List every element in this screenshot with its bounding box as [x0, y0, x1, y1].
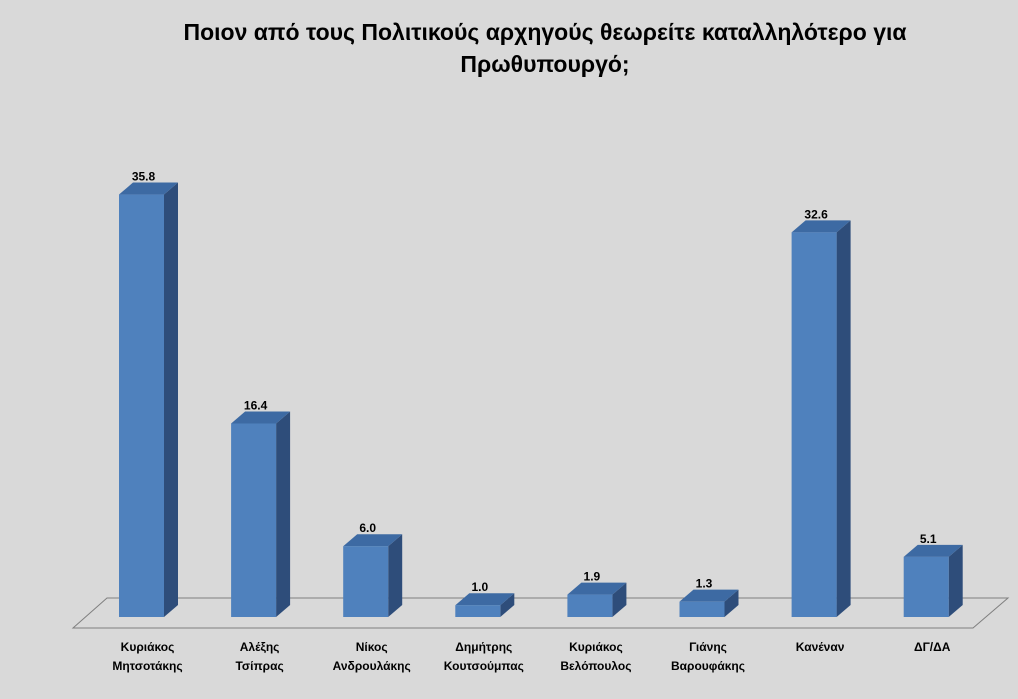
category-label-1-line-2: Μητσοτάκης — [112, 659, 182, 673]
bar-top-5 — [567, 582, 627, 595]
bar-top-1 — [119, 182, 178, 195]
bar-1 — [119, 194, 164, 617]
data-label-7: 32.6 — [804, 207, 828, 221]
bar-side-2 — [276, 411, 291, 617]
bar-2 — [231, 423, 277, 617]
data-label-2: 16.4 — [244, 398, 268, 412]
bar-top-3 — [343, 534, 403, 547]
bar-side-5 — [612, 582, 627, 617]
category-label-2-line-1: Αλέξης — [240, 640, 280, 654]
data-label-5: 1.9 — [584, 570, 601, 584]
chart-floor — [71, 597, 1010, 629]
bar-side-3 — [388, 534, 403, 617]
bar-top-8 — [903, 544, 963, 557]
bar-side-8 — [948, 544, 963, 617]
category-label-5-line-1: Κυριάκος — [569, 640, 623, 654]
bar-top-7 — [791, 220, 851, 233]
bar-4 — [455, 605, 501, 617]
category-label-6-line-1: Γιάνης — [689, 640, 727, 654]
bar-6 — [679, 601, 725, 617]
category-label-1-line-1: Κυριάκος — [121, 640, 175, 654]
bar-3 — [343, 546, 389, 617]
bar-5 — [567, 594, 613, 617]
bar-top-2 — [231, 411, 291, 424]
bar-side-7 — [836, 220, 851, 617]
category-label-3-line-1: Νίκος — [356, 640, 388, 654]
data-label-4: 1.0 — [471, 580, 488, 594]
category-label-3-line-2: Ανδρουλάκης — [333, 659, 411, 673]
category-label-6-line-2: Βαρουφάκης — [671, 659, 745, 673]
bar-top-4 — [455, 593, 515, 606]
category-label-2-line-2: Τσίπρας — [235, 659, 283, 673]
chart-title: Ποιον από τους Πολιτικούς αρχηγούς θεωρε… — [100, 16, 990, 80]
category-label-7-line-1: Κανέναν — [796, 640, 845, 654]
category-label-4-line-1: Δημήτρης — [455, 640, 512, 654]
bar-8 — [903, 556, 949, 617]
chart-title-line-2: Πρωθυπουργό; — [460, 51, 630, 77]
data-label-8: 5.1 — [920, 532, 937, 546]
bar-7 — [791, 232, 837, 617]
bar-side-1 — [164, 182, 178, 617]
data-label-1: 35.8 — [132, 170, 156, 184]
category-label-5-line-2: Βελόπουλος — [560, 659, 631, 673]
bar-side-6 — [724, 589, 739, 617]
bar-side-4 — [500, 593, 515, 617]
category-label-4-line-2: Κουτσούμπας — [444, 659, 524, 673]
data-label-6: 1.3 — [696, 577, 713, 591]
chart-title-line-1: Ποιον από τους Πολιτικούς αρχηγούς θεωρε… — [183, 19, 907, 45]
category-label-8-line-1: ΔΓ/ΔΑ — [914, 640, 951, 654]
data-label-3: 6.0 — [359, 521, 376, 535]
bar-top-6 — [679, 589, 739, 602]
